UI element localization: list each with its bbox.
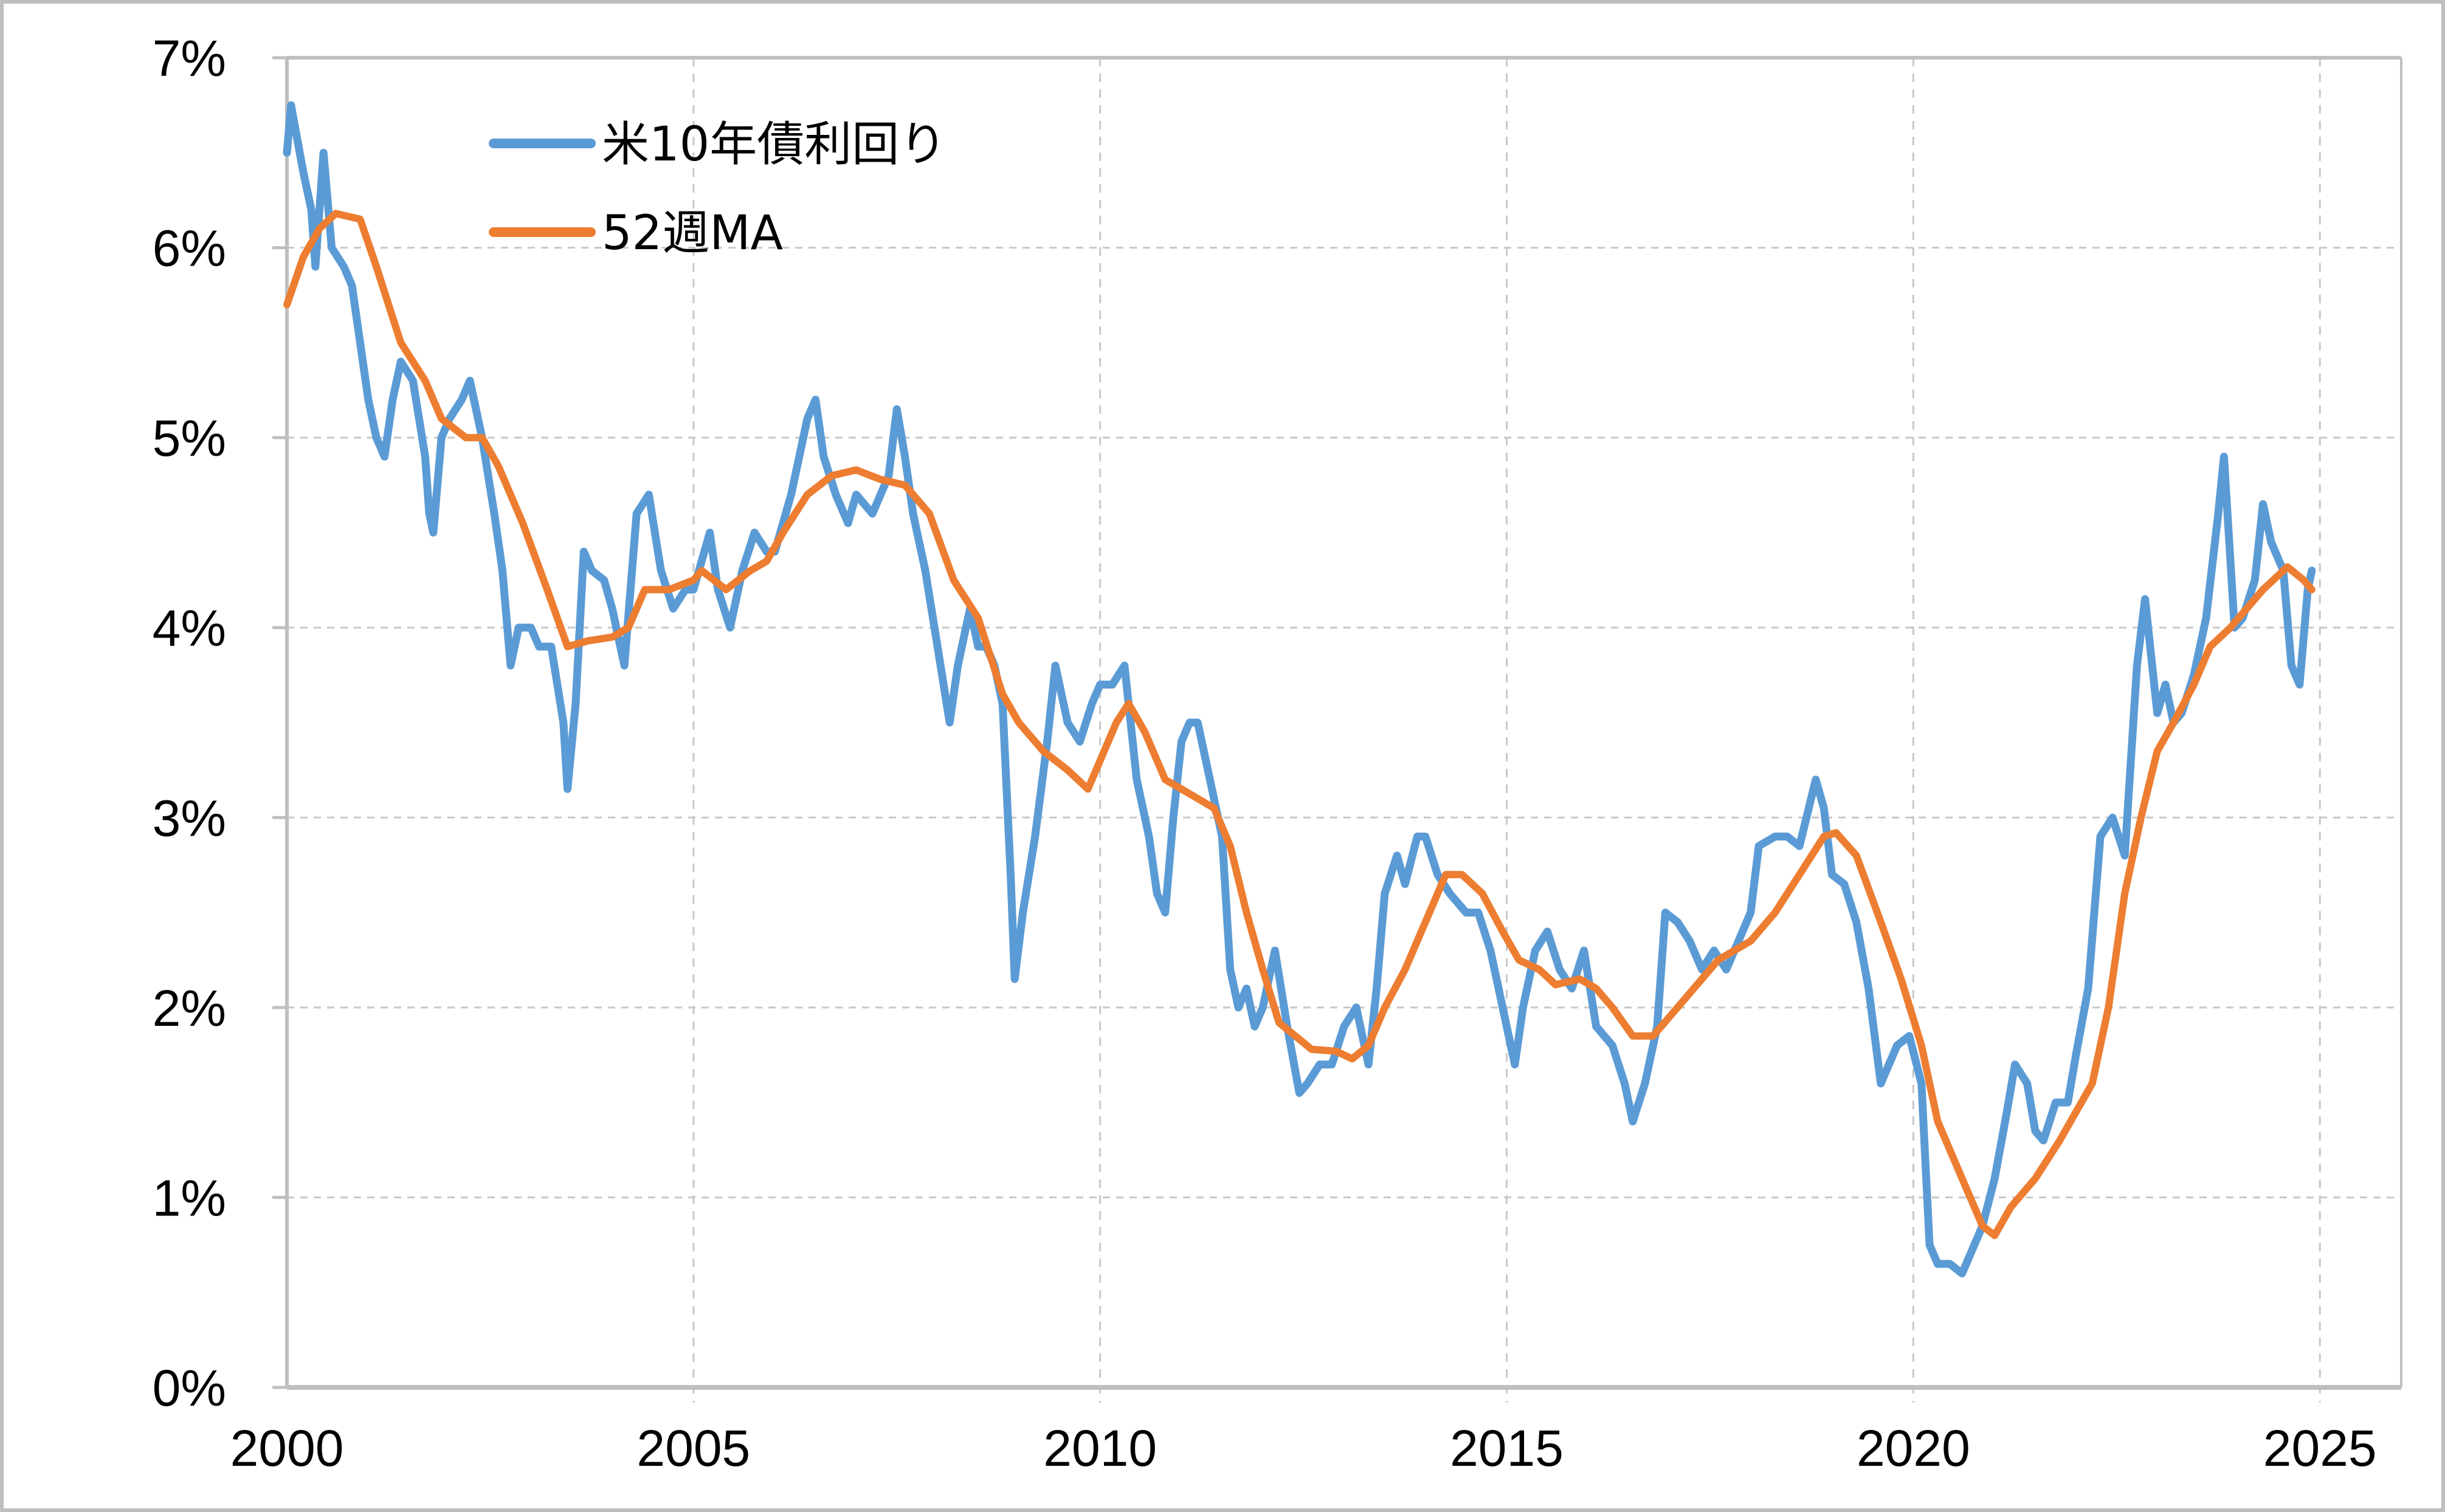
series-line-ma [283, 210, 2316, 1239]
x-tick-label: 2000 [230, 1420, 344, 1477]
legend-label-yield: 米10年債利回り [602, 117, 947, 172]
y-tick-label: 6% [153, 220, 226, 277]
y-axis-ticks: 0% 1% 2% 3% 4% 5% 6% 7% [153, 30, 226, 1417]
x-tick-label: 2005 [636, 1420, 750, 1477]
x-tick-label: 2010 [1043, 1420, 1157, 1477]
legend: 米10年債利回り 52週MA [489, 117, 947, 261]
y-tick-label: 4% [153, 600, 226, 657]
x-tick-label: 2025 [2263, 1420, 2377, 1477]
x-tick-label: 2020 [1857, 1420, 1970, 1477]
y-tick-label: 3% [153, 789, 226, 847]
gridlines [287, 58, 2401, 1403]
y-tick-label: 0% [153, 1359, 226, 1417]
x-tick-label: 2015 [1450, 1420, 1564, 1477]
x-axis-ticks: 2000 2005 2010 2015 2020 2025 [230, 1420, 2377, 1477]
series-line-yield [283, 101, 2316, 1277]
axes [272, 56, 2402, 1390]
y-tick-label: 7% [153, 30, 226, 87]
y-tick-label: 1% [153, 1169, 226, 1226]
series-lines [283, 101, 2316, 1277]
legend-label-ma: 52週MA [602, 206, 783, 261]
y-tick-label: 2% [153, 980, 226, 1037]
y-tick-label: 5% [153, 410, 226, 467]
